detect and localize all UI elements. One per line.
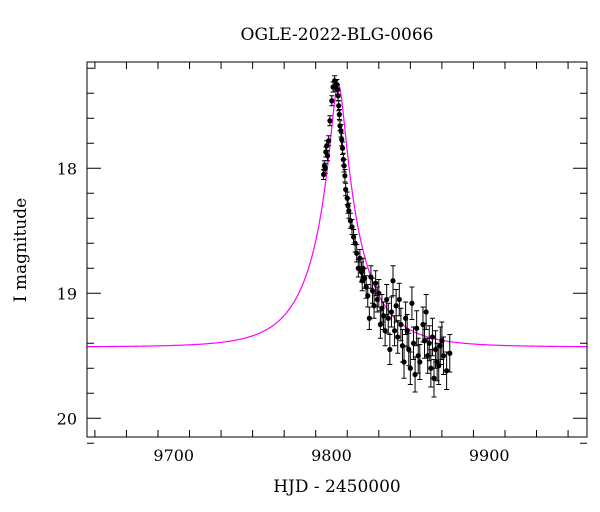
chart-title: OGLE-2022-BLG-0066 [241, 25, 434, 45]
data-point [343, 186, 349, 193]
data-point [366, 315, 372, 321]
data-point [398, 321, 404, 328]
data-point [388, 309, 395, 315]
data-point [440, 353, 447, 359]
data-point [431, 375, 437, 381]
y-tick-label: 19 [57, 284, 77, 303]
data-point [396, 296, 402, 303]
data-point [365, 293, 371, 299]
data-point [339, 145, 346, 151]
data-point [341, 163, 347, 169]
data-point [322, 165, 328, 171]
data-point [384, 296, 390, 303]
data-point [335, 93, 341, 99]
data-point [417, 359, 423, 365]
data-point [428, 365, 434, 371]
data-point [423, 309, 429, 315]
data-point [426, 340, 432, 346]
data-point [329, 98, 335, 104]
data-point [391, 328, 398, 334]
data-point [412, 371, 418, 378]
data-point [390, 278, 396, 284]
data-point [369, 288, 376, 294]
y-tick-label: 18 [57, 159, 77, 178]
model-curve [87, 83, 587, 348]
data-point [349, 224, 355, 230]
data-point [407, 365, 413, 371]
data-point [404, 328, 410, 334]
data-point [371, 303, 377, 309]
data-point [336, 103, 342, 109]
data-point [376, 290, 382, 296]
y-tick-label: 20 [57, 409, 77, 428]
data-point [387, 346, 393, 353]
data-point [339, 136, 345, 143]
data-point [342, 173, 348, 179]
data-point [421, 338, 428, 344]
data-point [409, 300, 415, 306]
data-point [410, 340, 417, 346]
data-point [429, 334, 436, 340]
data-point [414, 325, 420, 331]
data-point [354, 250, 360, 256]
x-axis-label: HJD - 2450000 [273, 477, 401, 497]
data-point [385, 315, 391, 321]
plot-frame [86, 61, 588, 438]
data-point [346, 208, 352, 214]
data-point [444, 368, 450, 374]
y-axis-label: I magnitude [11, 198, 31, 302]
data-point [373, 280, 379, 286]
data-point [324, 153, 331, 159]
data-point [406, 346, 412, 353]
data-point [326, 138, 332, 144]
data-point [336, 111, 342, 118]
data-point [357, 255, 363, 261]
data-point [401, 359, 407, 365]
data-point [337, 123, 343, 129]
x-tick-label: 9700 [153, 446, 194, 465]
data-point [327, 118, 333, 124]
data-point [377, 321, 383, 328]
x-tick-label: 9800 [311, 446, 352, 465]
data-point [338, 128, 344, 134]
data-point [334, 86, 341, 93]
data-point [447, 350, 453, 356]
x-tick-label: 9900 [469, 446, 510, 465]
data-point [393, 303, 399, 309]
plot-area: 9700 9800 9900 18 19 20 [57, 61, 588, 465]
data-point [395, 334, 401, 340]
data-point [345, 203, 351, 209]
data-point [382, 328, 388, 334]
